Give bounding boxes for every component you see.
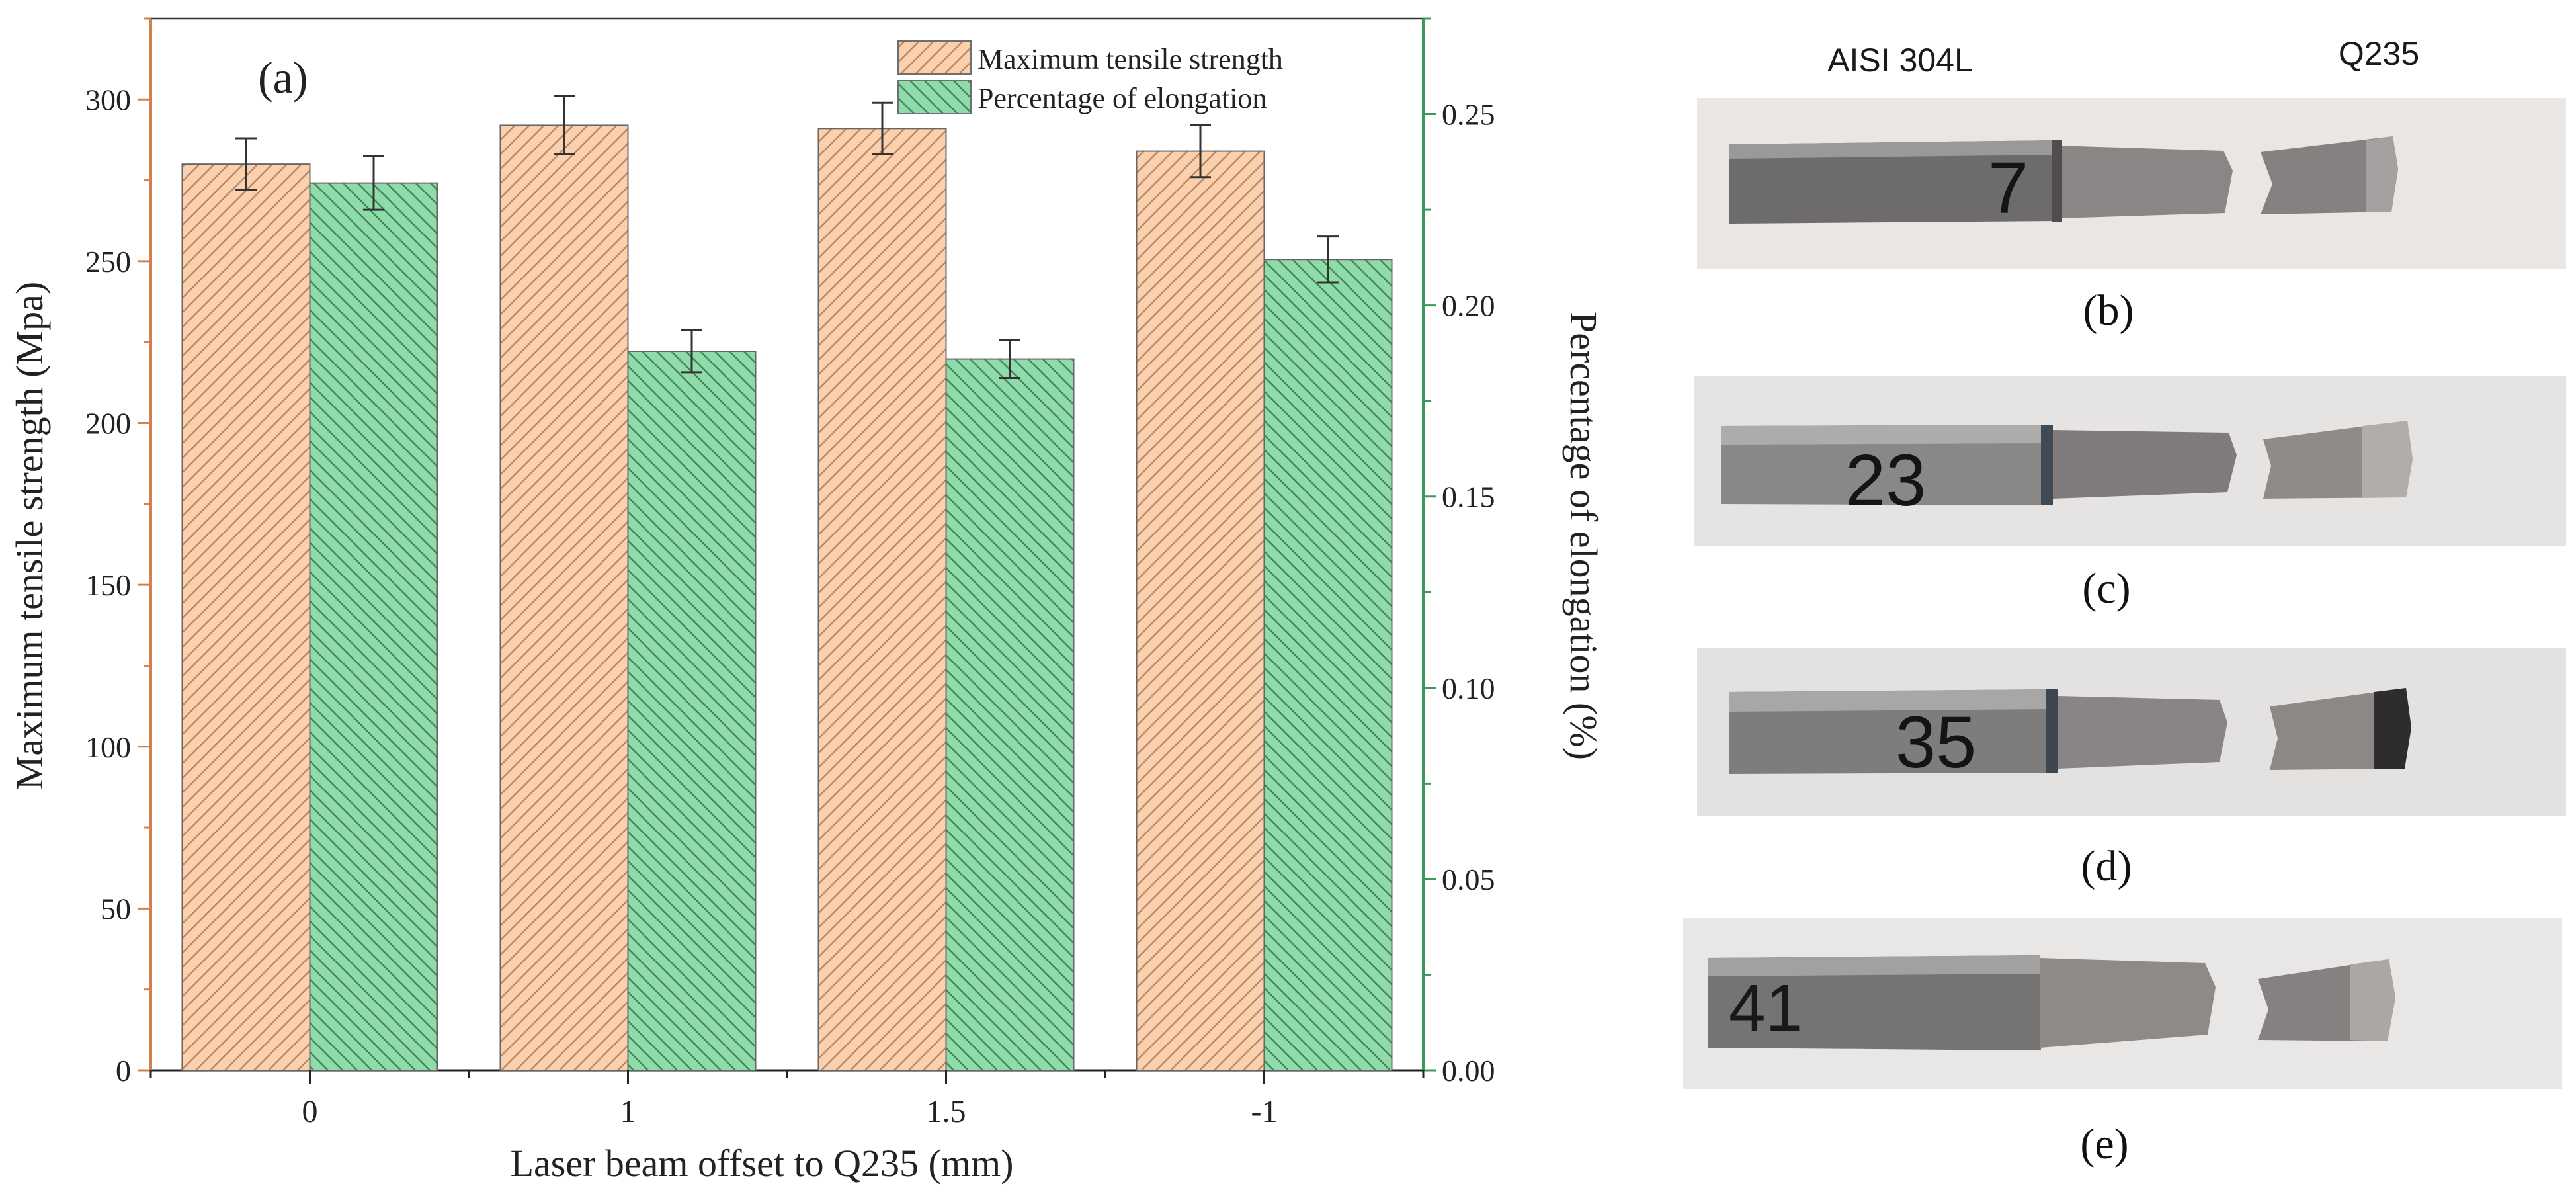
y-left-tick-label: 50 — [101, 892, 131, 925]
y-axis-left-title: Maximum tensile strength (Mpa) — [8, 282, 51, 790]
bar-elongation — [627, 351, 757, 1071]
y-left-tick-label: 100 — [85, 730, 131, 764]
y-right-tick-label: 0.00 — [1442, 1054, 1495, 1088]
photo-label-c: (c) — [2082, 564, 2131, 613]
y-right-tick-label: 0.25 — [1442, 98, 1495, 132]
x-tick-label: 1 — [620, 1094, 636, 1129]
specimen-photo-c: 23 — [1694, 376, 2566, 546]
bar-tensile-strength — [499, 124, 629, 1071]
y-right-tick-label: 0.05 — [1442, 863, 1495, 896]
bar-tensile-strength — [181, 163, 311, 1072]
legend-label-tensile: Maximum tensile strength — [977, 43, 1283, 75]
specimen-mark-c: 23 — [1845, 440, 1926, 521]
specimen-photo-e: 41 — [1683, 918, 2562, 1089]
panel-label: (a) — [258, 52, 308, 103]
y-left-tick-label: 300 — [85, 83, 131, 116]
x-axis-title: Laser beam offset to Q235 (mm) — [511, 1142, 1014, 1185]
x-tick-label: -1 — [1251, 1094, 1278, 1129]
x-tick-label: 1.5 — [927, 1094, 966, 1129]
bar-tensile-strength — [1136, 150, 1265, 1072]
legend: Maximum tensile strength Percentage of e… — [897, 40, 1283, 114]
photo-label-d: (d) — [2081, 842, 2132, 890]
legend-label-elongation: Percentage of elongation — [977, 82, 1267, 114]
y-right-tick-label: 0.15 — [1442, 480, 1495, 514]
specimen-photo-b: 7 — [1697, 98, 2566, 269]
photo-label-e: (e) — [2080, 1120, 2129, 1168]
legend-swatch-elongation — [897, 80, 972, 114]
specimen-photo-d: 35 — [1697, 648, 2566, 816]
header-aisi-304l: AISI 304L — [1827, 42, 1973, 79]
y-left-tick-label: 150 — [85, 568, 131, 602]
y-right-tick-label: 0.10 — [1442, 671, 1495, 705]
legend-swatch-tensile — [897, 40, 972, 75]
bar-elongation — [945, 358, 1075, 1072]
y-right-tick-label: 0.20 — [1442, 289, 1495, 323]
header-q235: Q235 — [2338, 35, 2420, 72]
specimen-mark-d: 35 — [1895, 702, 1976, 783]
specimen-mark-e: 41 — [1729, 971, 1802, 1045]
bar-elongation — [1263, 259, 1393, 1072]
y-left-tick-label: 0 — [116, 1054, 131, 1088]
y-left-tick-label: 200 — [85, 407, 131, 441]
bar-tensile-strength — [817, 128, 947, 1071]
x-tick-label: 0 — [302, 1094, 318, 1129]
photo-label-b: (b) — [2083, 286, 2134, 335]
y-left-tick-label: 250 — [85, 245, 131, 278]
y-axis-right-title: Percentage of elongation (%) — [1562, 312, 1605, 760]
specimen-mark-b: 7 — [1988, 148, 2028, 229]
bar-elongation — [309, 182, 438, 1072]
